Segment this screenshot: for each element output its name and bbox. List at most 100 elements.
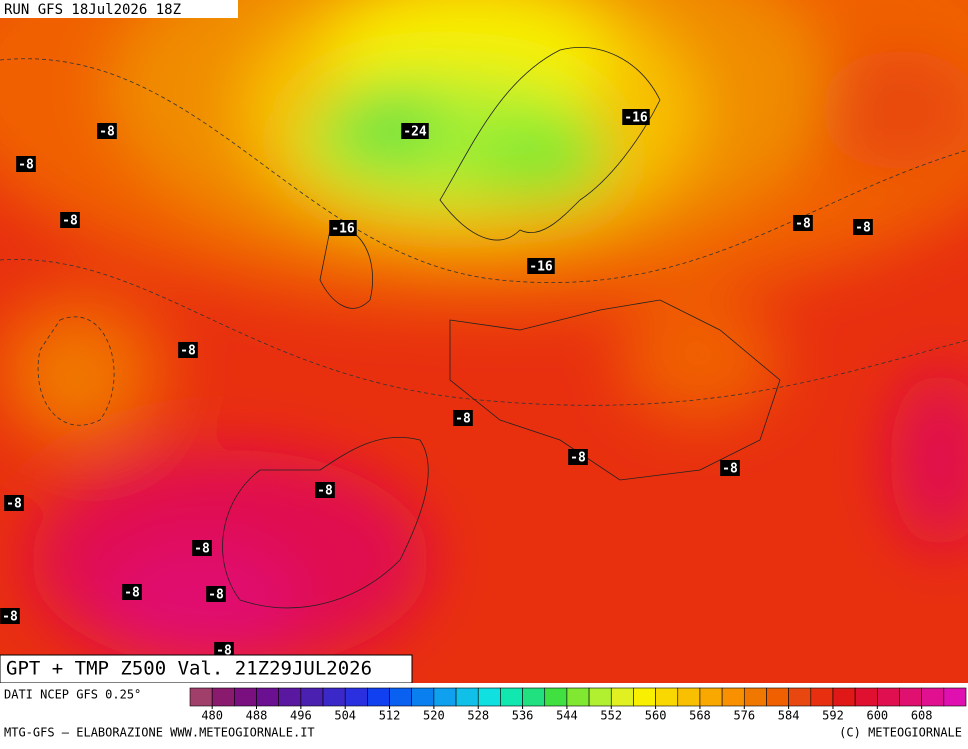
contour-label-text: -8 xyxy=(455,412,471,427)
contour-label-text: -8 xyxy=(795,217,811,232)
contour-label-box xyxy=(720,460,740,476)
contour-label: -8 xyxy=(16,156,36,173)
colorbar-tick-label: 520 xyxy=(423,709,445,723)
contour-label-box xyxy=(453,410,473,426)
contour-label-box xyxy=(568,449,588,465)
colorbar-tick-label: 552 xyxy=(600,709,622,723)
colorbar: 480 488 496 504 512 520 528 536 544 552 560 568 576 5… xyxy=(189,687,967,723)
contour-label-box xyxy=(401,123,429,139)
contour-label-text: -8 xyxy=(99,125,115,140)
contour-label: -16 xyxy=(622,109,650,126)
contour-label-text: -8 xyxy=(180,344,196,359)
colorbar-swatch xyxy=(477,687,501,707)
run-box xyxy=(0,0,238,18)
colorbar-tick-label: 592 xyxy=(822,709,844,723)
colorbar-swatch xyxy=(500,687,523,707)
contour-label: -8 xyxy=(720,460,740,477)
colorbar-tick-label: 480 xyxy=(201,709,223,723)
contour-label-text: -8 xyxy=(722,462,738,477)
colorbar-swatch xyxy=(189,687,213,707)
contour-label: -8 xyxy=(793,215,813,232)
colorbar-tick-label: 544 xyxy=(556,709,578,723)
isotherms xyxy=(0,58,968,426)
contour-label: -8 xyxy=(122,584,142,601)
colorbar-swatch xyxy=(899,687,922,707)
contour-label-text: -8 xyxy=(2,610,18,625)
colorbar-tick-label: 528 xyxy=(467,709,489,723)
colorbar-tick-label: 512 xyxy=(379,709,401,723)
footer-left: MTG-GFS — ELABORAZIONE WWW.METEOGIORNALE… xyxy=(4,726,315,740)
colorbar-swatch xyxy=(921,687,945,707)
colorbar-tick-label: 488 xyxy=(246,709,268,723)
contour-label-text: -8 xyxy=(208,588,224,603)
contour-label: -8 xyxy=(0,608,20,625)
contour-label: -8 xyxy=(453,410,473,427)
contour-label-text: -8 xyxy=(6,497,22,512)
colorbar-swatch xyxy=(832,687,856,707)
contour-label-box xyxy=(16,156,36,172)
contour-label-text: -16 xyxy=(529,260,553,275)
contour-label: -16 xyxy=(527,258,555,275)
contour-label-box xyxy=(4,495,24,511)
contour-label-text: -8 xyxy=(317,484,333,499)
source-label: DATI NCEP GFS 0.25° xyxy=(4,688,141,702)
map-title: GPT + TMP Z500 Val. 21Z29JUL2026 xyxy=(6,658,372,680)
colorbar-swatch xyxy=(455,687,479,707)
colorbar-swatch xyxy=(633,687,656,707)
colorbar-tick-label: 536 xyxy=(512,709,534,723)
contour-label-box xyxy=(315,482,335,498)
contour-label-box xyxy=(793,215,813,231)
contour-label-text: -8 xyxy=(570,451,586,466)
colorbar-swatch xyxy=(810,687,834,707)
contour-label: -8 xyxy=(4,495,24,512)
colorbar-tick-label: 496 xyxy=(290,709,312,723)
contour-label: -8 xyxy=(315,482,335,499)
colorbar-swatch xyxy=(588,687,612,707)
contour-label-box xyxy=(60,212,80,228)
contour-label: -8 xyxy=(853,219,873,236)
colorbar-swatch xyxy=(655,687,679,707)
contour-label: -8 xyxy=(60,212,80,229)
colorbar-swatch xyxy=(234,687,257,707)
colorbar-swatch xyxy=(544,687,568,707)
colorbar-swatch xyxy=(677,687,701,707)
colorbar-tick-label: 608 xyxy=(911,709,933,723)
colorbar-swatch xyxy=(411,687,435,707)
contour-label-text: -16 xyxy=(624,111,648,126)
colorbar-swatch xyxy=(766,687,789,707)
contour-label-box xyxy=(192,540,212,556)
colorbar-swatch xyxy=(389,687,413,707)
colorbar-swatch xyxy=(610,687,634,707)
colorbar-tick-label: 576 xyxy=(733,709,755,723)
contour-label-text: -8 xyxy=(124,586,140,601)
contour-label-text: -16 xyxy=(331,222,355,237)
contour-label-box xyxy=(178,342,198,358)
colorbar-tick-label: 568 xyxy=(689,709,711,723)
colorbar-tick-label: 584 xyxy=(778,709,800,723)
colorbar-tick-label: 600 xyxy=(866,709,888,723)
colorbar-swatch xyxy=(433,687,457,707)
contour-label-box xyxy=(214,642,234,658)
colorbar-swatch xyxy=(522,687,546,707)
colorbar-swatch xyxy=(300,687,324,707)
contour-label-box xyxy=(122,584,142,600)
contour-label-box xyxy=(0,608,20,624)
colorbar-swatch xyxy=(344,687,368,707)
colorbar-swatch xyxy=(743,687,767,707)
contour-label-text: -8 xyxy=(18,158,34,173)
colorbar-swatch xyxy=(721,687,745,707)
contour-label-text: -24 xyxy=(403,125,427,140)
colorbar-tick-label: 504 xyxy=(334,709,356,723)
colorbar-swatch xyxy=(367,687,390,707)
run-label: RUN GFS 18Jul2026 18Z xyxy=(4,2,181,18)
colorbar-swatch xyxy=(877,687,900,707)
contour-label: -8 xyxy=(178,342,198,359)
colorbar-tick-label: 560 xyxy=(645,709,667,723)
contour-label: -8 xyxy=(97,123,117,140)
map xyxy=(0,0,968,683)
contour-label-box xyxy=(97,123,117,139)
contour-label-box xyxy=(206,586,226,602)
contour-label-box xyxy=(527,258,555,274)
contour-label-box xyxy=(853,219,873,235)
